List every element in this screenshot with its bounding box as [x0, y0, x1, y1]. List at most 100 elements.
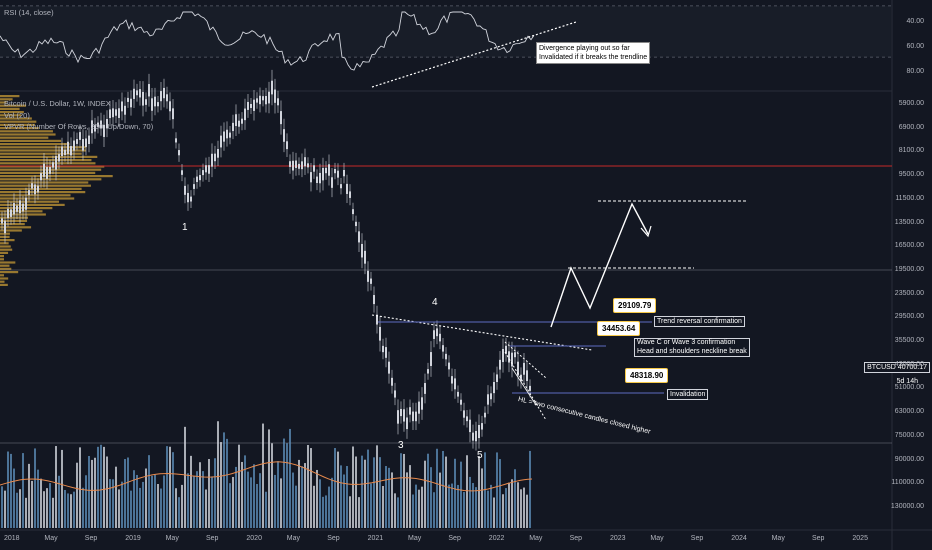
candle-body — [70, 146, 72, 156]
rsi-y-tick: 40.00 — [906, 18, 924, 25]
candle-body — [280, 111, 282, 125]
time-x-tick: May — [286, 535, 301, 542]
volume-bar — [292, 472, 294, 528]
volume-bar — [196, 471, 198, 528]
volume-bar — [517, 482, 519, 528]
volume-bar — [208, 459, 210, 528]
volume-bar — [106, 456, 108, 528]
price-y-tick: 5900.00 — [898, 100, 924, 107]
volume-bar — [400, 453, 402, 528]
volume-bar — [67, 493, 69, 528]
volume-bar — [346, 466, 348, 528]
volume-bar — [475, 487, 477, 528]
volume-bar — [511, 479, 513, 528]
vpvr-bar — [0, 101, 7, 104]
volume-bar — [28, 463, 30, 528]
candle-body — [190, 196, 192, 202]
price-tag-48318: 48318.90 — [625, 368, 669, 383]
volume-bar — [358, 497, 360, 528]
time-x-tick: May — [529, 535, 543, 542]
rsi-y-tick: 60.00 — [906, 43, 924, 50]
candle-body — [223, 131, 225, 142]
candle-body — [151, 98, 153, 111]
candle-body — [52, 162, 54, 168]
volume-bar — [133, 470, 135, 528]
time-x-tick: 2022 — [488, 535, 505, 542]
volume-bar — [136, 474, 138, 528]
candle-body — [316, 176, 318, 183]
volume-bar — [112, 479, 114, 528]
volume-bar — [271, 443, 273, 528]
volume-bar — [262, 423, 264, 528]
symbol-price-tag: BTCUSD 40700.17 — [864, 362, 930, 373]
wave-label-3: 3 — [398, 440, 404, 451]
candle-body — [169, 101, 171, 112]
candle-body — [82, 139, 84, 151]
volume-bar — [283, 438, 285, 528]
candle-body — [361, 243, 363, 258]
volume-bar — [244, 455, 246, 528]
candle-body — [172, 108, 174, 120]
volume-bar — [502, 494, 504, 528]
vpvr-bar — [0, 143, 70, 146]
vpvr-bar — [0, 155, 98, 158]
candle-body — [505, 345, 507, 354]
price-y-tick: 19500.00 — [894, 265, 924, 273]
volume-bar — [478, 456, 480, 528]
time-x-tick: May — [165, 535, 179, 542]
volume-bar — [103, 446, 105, 528]
candle-body — [385, 347, 387, 358]
vpvr-bar — [0, 251, 9, 254]
candle-body — [31, 183, 33, 189]
candle-body — [358, 231, 360, 243]
invalidation-note: Invalidation — [667, 389, 709, 400]
candle-body — [394, 390, 396, 398]
volume-bar — [301, 466, 303, 528]
vpvr-bar — [0, 123, 36, 126]
candle-body — [346, 183, 348, 194]
volume-bar — [367, 449, 369, 528]
volume-bar — [496, 452, 498, 528]
volume-bar — [355, 456, 357, 528]
volume-bar — [424, 460, 426, 528]
candle-body — [247, 101, 249, 110]
volume-bar — [199, 462, 201, 528]
volume-bar — [43, 491, 45, 528]
candle-body — [388, 361, 390, 374]
volume-bar — [256, 483, 258, 528]
candle-body — [34, 184, 36, 195]
candle-body — [331, 177, 333, 188]
candle-body — [103, 124, 105, 137]
candle-body — [328, 164, 330, 176]
volume-bar — [529, 450, 531, 528]
candle-body — [193, 184, 195, 189]
candle-body — [487, 394, 489, 405]
candle-body — [19, 200, 21, 214]
candle-body — [304, 157, 306, 167]
projection-path — [550, 202, 649, 328]
volume-bar — [172, 452, 174, 528]
volume-bar — [241, 461, 243, 528]
price-y-tick: 13500.00 — [894, 218, 924, 226]
volume-bar — [466, 455, 468, 528]
candle-body — [493, 382, 495, 394]
vpvr-bar — [0, 197, 75, 200]
candle-body — [469, 419, 471, 433]
vpvr-bar — [0, 229, 22, 232]
volume-bar — [61, 449, 63, 528]
volume-bar — [10, 453, 12, 528]
volume-bar — [463, 492, 465, 528]
candle-body — [238, 120, 240, 127]
volume-bar — [280, 478, 282, 528]
candle-body — [481, 423, 483, 430]
candle-body — [94, 125, 96, 132]
time-x-tick: 2024 — [731, 535, 747, 542]
volume-bar — [94, 457, 96, 528]
volume-bar — [16, 492, 18, 528]
volume-bar — [382, 486, 384, 528]
volume-bar — [349, 496, 351, 528]
time-x-tick: Sep — [812, 535, 825, 542]
candle-body — [118, 108, 120, 118]
time-x-tick: Sep — [327, 535, 340, 542]
vol-label: Vol (20) — [4, 111, 30, 120]
